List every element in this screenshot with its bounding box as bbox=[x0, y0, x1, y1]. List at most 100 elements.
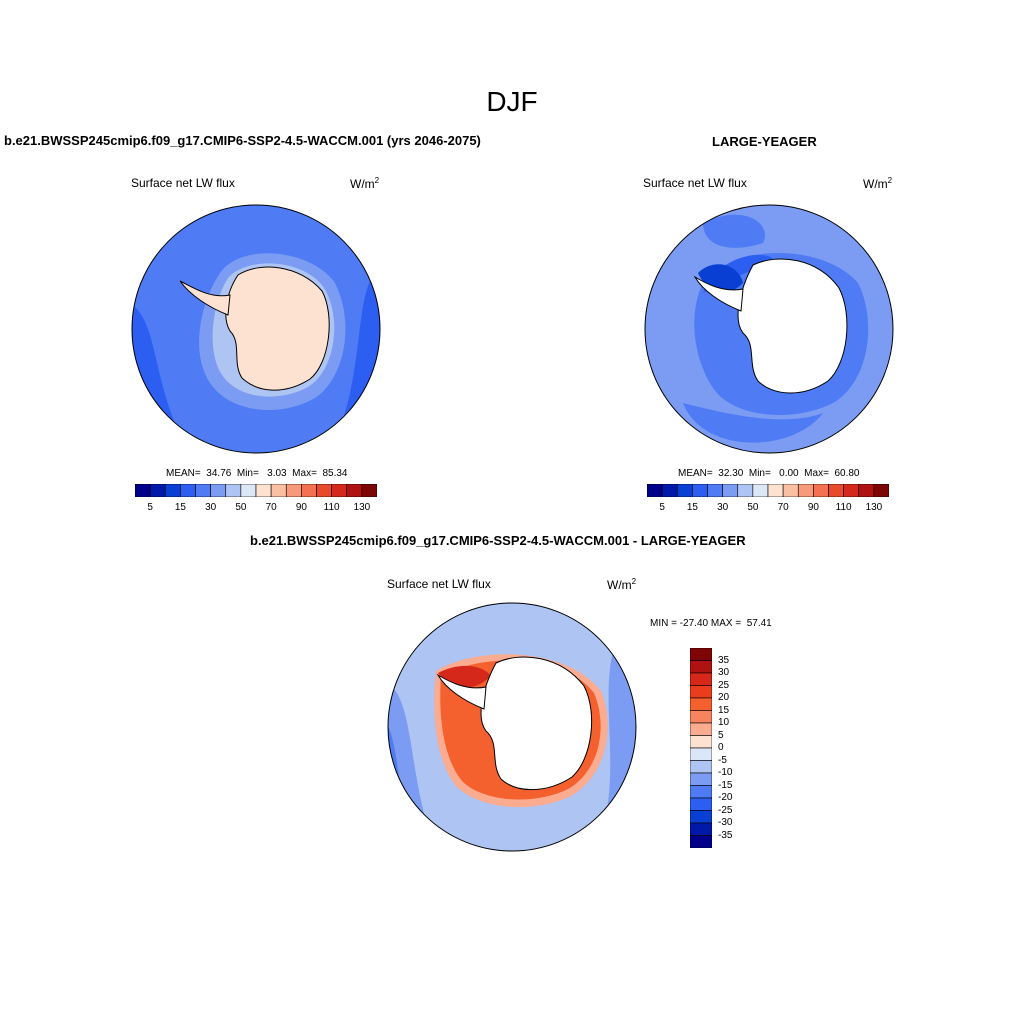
model-colorbar-tick-label: 130 bbox=[353, 502, 371, 513]
diff-antarctica bbox=[480, 656, 593, 791]
diff-antarctic-peninsula bbox=[436, 673, 487, 710]
obs-colorbar-swatch bbox=[782, 484, 799, 497]
diff-colorbar-tick-label: -20 bbox=[718, 792, 733, 803]
obs-map-border bbox=[644, 204, 894, 454]
diff-colorbar bbox=[690, 648, 712, 848]
model-colorbar-tick-label: 110 bbox=[323, 502, 340, 513]
obs-colorbar-tick-label: 90 bbox=[807, 502, 819, 513]
obs-colorbar-swatch bbox=[767, 484, 784, 497]
model-colorbar bbox=[135, 484, 377, 497]
model-colorbar-swatch bbox=[285, 484, 302, 497]
model-units-label: W/m2 bbox=[350, 176, 380, 191]
diff-colorbar-swatch bbox=[690, 772, 712, 786]
diff-panel-title: b.e21.BWSSP245cmip6.f09_g17.CMIP6-SSP2-4… bbox=[250, 533, 746, 548]
diff-colorbar-ticks: 35 30 25 20 15 10 5 0 -5 -10 -15 -20 -25 -30 -35 bbox=[718, 648, 758, 848]
model-antarctic-peninsula bbox=[179, 280, 231, 316]
model-colorbar-swatch bbox=[331, 484, 348, 497]
obs-colorbar-tick-label: 70 bbox=[777, 502, 789, 513]
obs-colorbar-tick-label: 5 bbox=[659, 502, 665, 513]
diff-colorbar-tick-label: 0 bbox=[718, 742, 724, 753]
model-stats: MEAN= 34.76 Min= 3.03 Max= 85.34 bbox=[166, 468, 348, 479]
obs-colorbar-swatch bbox=[752, 484, 769, 497]
model-colorbar-tick-label: 15 bbox=[174, 502, 186, 513]
diff-colorbar-swatch bbox=[690, 660, 712, 674]
diff-colorbar-tick-label: 30 bbox=[718, 667, 730, 678]
diff-colorbar-tick-label: 20 bbox=[718, 692, 730, 703]
model-colorbar-swatch bbox=[255, 484, 272, 497]
model-colorbar-tick-label: 50 bbox=[235, 502, 247, 513]
diff-colorbar-tick-label: -10 bbox=[718, 767, 733, 778]
obs-panel-title: LARGE-YEAGER bbox=[712, 134, 817, 149]
model-colorbar-ticks: 5 15 30 50 70 90 110 130 bbox=[135, 502, 377, 516]
diff-colorbar-swatch bbox=[690, 785, 712, 799]
diff-colorbar-swatch bbox=[690, 747, 712, 761]
obs-colorbar bbox=[647, 484, 889, 497]
diff-map-border bbox=[387, 602, 637, 852]
obs-colorbar-tick-label: 15 bbox=[686, 502, 698, 513]
model-variable-label: Surface net LW flux bbox=[131, 176, 235, 190]
diff-colorbar-tick-label: 10 bbox=[718, 717, 730, 728]
diff-colorbar-swatch bbox=[690, 797, 712, 811]
model-colorbar-swatch bbox=[316, 484, 332, 497]
model-colorbar-tick-label: 5 bbox=[147, 502, 153, 513]
obs-colorbar-tick-label: 130 bbox=[865, 502, 883, 513]
obs-colorbar-tick-label: 110 bbox=[835, 502, 852, 513]
obs-stats: MEAN= 32.30 Min= 0.00 Max= 60.80 bbox=[678, 468, 860, 479]
model-polar-map bbox=[131, 204, 381, 454]
obs-colorbar-swatch bbox=[873, 484, 889, 497]
model-colorbar-tick-label: 30 bbox=[205, 502, 217, 513]
obs-band-s bbox=[683, 403, 823, 443]
obs-colorbar-swatch bbox=[647, 484, 663, 497]
diff-colorbar-tick-label: -30 bbox=[718, 817, 733, 828]
model-panel-title: b.e21.BWSSP245cmip6.f09_g17.CMIP6-SSP2-4… bbox=[4, 133, 481, 148]
obs-colorbar-swatch bbox=[722, 484, 739, 497]
diff-colorbar-swatch bbox=[690, 722, 712, 736]
obs-colorbar-swatch bbox=[692, 484, 708, 497]
model-colorbar-swatch bbox=[149, 484, 166, 497]
diff-colorbar-swatch bbox=[690, 735, 712, 749]
diff-stats: MIN = -27.40 MAX = 57.41 bbox=[650, 618, 772, 629]
diff-colorbar-swatch bbox=[690, 835, 712, 848]
model-map-border bbox=[131, 204, 381, 454]
obs-colorbar-tick-label: 50 bbox=[747, 502, 759, 513]
model-colorbar-swatch bbox=[195, 484, 211, 497]
obs-antarctic-peninsula bbox=[693, 275, 744, 312]
obs-colorbar-swatch bbox=[661, 484, 678, 497]
diff-colorbar-tick-label: -35 bbox=[718, 829, 733, 841]
model-colorbar-swatch bbox=[180, 484, 196, 497]
obs-polar-map bbox=[644, 204, 894, 454]
obs-colorbar-swatch bbox=[707, 484, 723, 497]
diff-colorbar-tick-label: 25 bbox=[718, 679, 730, 691]
obs-colorbar-ticks: 5 15 30 50 70 90 110 130 bbox=[647, 502, 889, 516]
diff-colorbar-swatch bbox=[690, 697, 712, 711]
diff-colorbar-tick-label: 15 bbox=[718, 704, 730, 716]
obs-colorbar-swatch bbox=[858, 484, 875, 497]
model-colorbar-swatch bbox=[270, 484, 287, 497]
diff-colorbar-tick-label: 5 bbox=[718, 729, 724, 741]
diff-colorbar-swatch bbox=[690, 685, 712, 699]
model-colorbar-swatch bbox=[346, 484, 363, 497]
diff-colorbar-swatch bbox=[690, 810, 712, 824]
model-colorbar-swatch bbox=[210, 484, 227, 497]
diff-colorbar-swatch bbox=[690, 672, 712, 686]
model-colorbar-swatch bbox=[135, 484, 151, 497]
diff-colorbar-tick-label: -25 bbox=[718, 804, 733, 816]
diff-polar-map bbox=[387, 602, 637, 852]
model-colorbar-tick-label: 70 bbox=[265, 502, 277, 513]
obs-colorbar-swatch bbox=[737, 484, 754, 497]
model-colorbar-tick-label: 90 bbox=[295, 502, 307, 513]
obs-colorbar-swatch bbox=[676, 484, 693, 497]
obs-colorbar-tick-label: 30 bbox=[717, 502, 729, 513]
diff-units-label: W/m2 bbox=[607, 577, 637, 592]
diff-colorbar-swatch bbox=[690, 822, 712, 836]
obs-units-label: W/m2 bbox=[863, 176, 893, 191]
obs-variable-label: Surface net LW flux bbox=[643, 176, 747, 190]
obs-antarctica bbox=[737, 258, 848, 394]
obs-band-n bbox=[703, 214, 765, 248]
diff-colorbar-tick-label: 35 bbox=[718, 654, 730, 666]
obs-colorbar-swatch bbox=[828, 484, 844, 497]
diff-colorbar-tick-label: -15 bbox=[718, 779, 733, 791]
figure-title: DJF bbox=[486, 86, 538, 117]
model-colorbar-swatch bbox=[225, 484, 242, 497]
obs-colorbar-swatch bbox=[843, 484, 860, 497]
